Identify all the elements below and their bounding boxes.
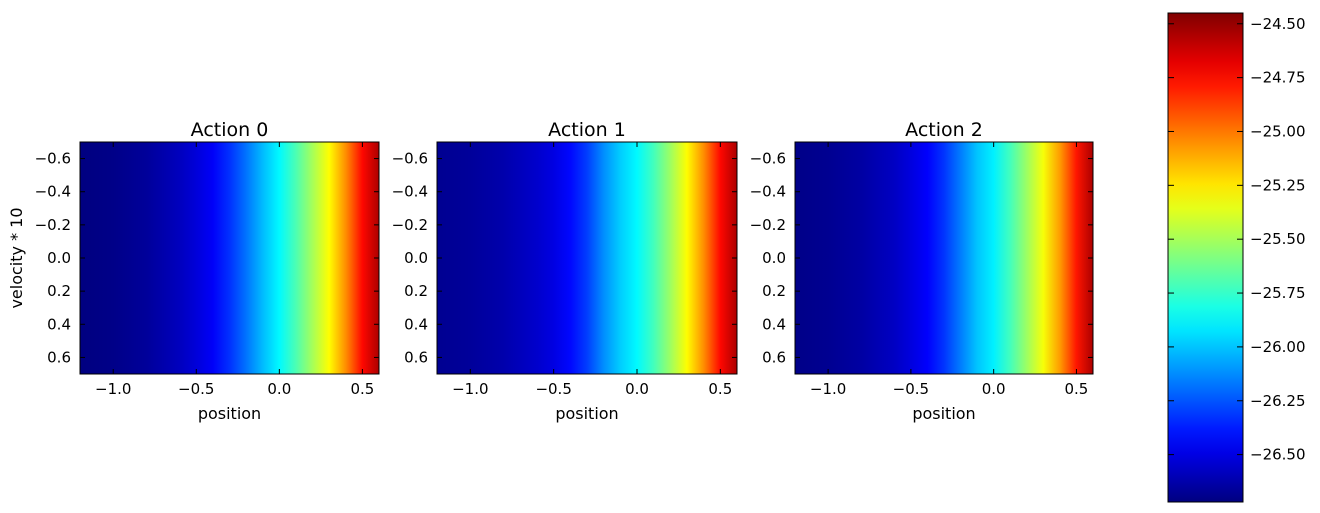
y-tick-label: 0.6 (762, 348, 786, 366)
x-tick-label: 0.0 (267, 380, 291, 398)
y-tick-label: −0.2 (35, 216, 71, 234)
colorbar-tick-label: −24.50 (1250, 15, 1306, 33)
colorbar-tick-label: −26.00 (1250, 338, 1306, 356)
panel-title: Action 2 (905, 119, 983, 141)
y-tick-label: −0.4 (392, 183, 428, 201)
colorbar-tick-label: −24.75 (1250, 69, 1306, 87)
x-tick-label: 0.0 (982, 380, 1006, 398)
x-axis-ticks: −1.0 −0.5 0.0 0.5 (452, 142, 732, 398)
colorbar: −24.50 −24.75 −25.00 −25.25 −25.50 −25.75 −26.… (1167, 12, 1306, 503)
x-tick-label: 0.5 (708, 380, 732, 398)
y-tick-label: 0.2 (762, 282, 786, 300)
x-tick-label: −0.5 (178, 380, 214, 398)
y-tick-label: 0.2 (404, 282, 428, 300)
y-tick-label: 0.4 (762, 315, 786, 333)
x-axis-ticks: −1.0 −0.5 0.0 0.5 (95, 142, 374, 398)
y-axis-ticks: −0.6 −0.4 −0.2 0.0 0.2 0.4 0.6 (750, 150, 1093, 366)
y-tick-label: 0.0 (404, 249, 428, 267)
heatmap-image (795, 142, 1093, 374)
y-tick-label: −0.4 (35, 183, 71, 201)
x-tick-label: 0.5 (1065, 380, 1089, 398)
x-tick-label: −1.0 (452, 380, 488, 398)
panel-action-1: Action 1 −1.0 −0.5 0.0 0.5 −0.6 −0.4 −0.2 0.0 0… (392, 119, 738, 423)
heatmap-image (80, 142, 379, 374)
x-axis-ticks: −1.0 −0.5 0.0 0.5 (810, 142, 1088, 398)
colorbar-ticks: −24.50 −24.75 −25.00 −25.25 −25.50 −25.75 −26.… (1168, 15, 1306, 464)
x-tick-label: 0.0 (625, 380, 649, 398)
x-axis-label: position (198, 404, 261, 423)
y-axis-ticks: −0.6 −0.4 −0.2 0.0 0.2 0.4 0.6 (35, 150, 379, 366)
y-tick-label: −0.6 (750, 150, 786, 168)
heatmap-image (437, 142, 737, 374)
panel-title: Action 0 (191, 119, 269, 141)
colorbar-tick-label: −26.50 (1250, 446, 1306, 464)
colorbar-tick-label: −25.75 (1250, 284, 1306, 302)
x-axis-label: position (912, 404, 975, 423)
colorbar-frame (1167, 12, 1244, 503)
y-tick-label: 0.6 (404, 348, 428, 366)
colorbar-tick-label: −25.00 (1250, 122, 1306, 140)
y-tick-label: 0.4 (47, 315, 71, 333)
panel-title: Action 1 (548, 119, 626, 141)
y-axis-ticks: −0.6 −0.4 −0.2 0.0 0.2 0.4 0.6 (392, 150, 737, 366)
y-tick-label: 0.2 (47, 282, 71, 300)
panel-action-2: Action 2 −1.0 −0.5 0.0 0.5 −0.6 −0.4 −0.2 0.0 0… (750, 119, 1094, 423)
y-tick-label: 0.0 (762, 249, 786, 267)
y-tick-label: −0.2 (392, 216, 428, 234)
y-tick-label: 0.0 (47, 249, 71, 267)
y-tick-label: 0.4 (404, 315, 428, 333)
colorbar-tick-label: −26.25 (1250, 392, 1306, 410)
colorbar-tick-label: −25.50 (1250, 230, 1306, 248)
y-tick-label: −0.2 (750, 216, 786, 234)
x-axis-label: position (555, 404, 618, 423)
x-tick-label: −1.0 (810, 380, 846, 398)
y-axis-label: velocity * 10 (7, 207, 26, 308)
x-tick-label: −1.0 (95, 380, 131, 398)
panel-action-0: Action 0 −1.0 −0.5 0.0 0.5 −0.6 −0.4 −0.2 0.0 0… (7, 119, 380, 423)
colorbar-tick-label: −25.25 (1250, 176, 1306, 194)
y-tick-label: −0.6 (35, 150, 71, 168)
y-tick-label: 0.6 (47, 348, 71, 366)
x-tick-label: −0.5 (893, 380, 929, 398)
x-tick-label: −0.5 (535, 380, 571, 398)
colorbar-gradient (1168, 13, 1243, 502)
x-tick-label: 0.5 (350, 380, 374, 398)
y-tick-label: −0.4 (750, 183, 786, 201)
y-tick-label: −0.6 (392, 150, 428, 168)
